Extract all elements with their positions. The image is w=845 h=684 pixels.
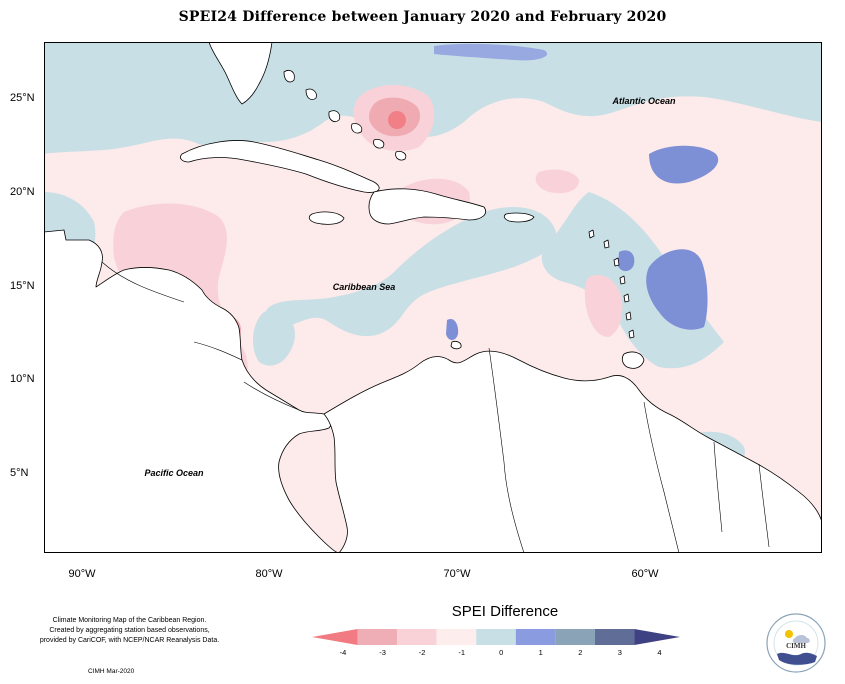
map-frame [44, 42, 822, 553]
spei-map: Atlantic Ocean Caribbean Sea Pacific Oce… [44, 42, 822, 553]
legend-label: 2 [578, 648, 583, 657]
land-florida [208, 42, 273, 105]
field-pink-east [584, 274, 623, 337]
land-puerto-rico [503, 212, 535, 223]
lat-label-10n: 10°N [10, 373, 35, 385]
legend-title: SPEI Difference [451, 603, 559, 620]
field-red-spot [388, 111, 406, 129]
land-antilles-7 [628, 329, 635, 339]
cimh-logo: CIMH [766, 613, 826, 673]
footnote-line-2: Created by aggregating station based obs… [49, 627, 210, 634]
border-sa-1 [488, 347, 525, 553]
legend-swatch [357, 629, 398, 645]
map-panel: Atlantic Ocean Caribbean Sea Pacific Oce… [44, 42, 822, 553]
land-antilles-4 [619, 275, 626, 285]
legend-swatch [515, 629, 556, 645]
legend-label: 3 [617, 648, 622, 657]
border-central-1 [101, 261, 185, 303]
field-pink-spot [535, 169, 579, 194]
land-bahamas-3 [328, 110, 341, 122]
legend-swatch-arrow-low [312, 629, 358, 645]
footnote-line-1: Climate Monitoring Map of the Caribbean … [52, 617, 207, 624]
land-masses [44, 42, 822, 553]
legend-swatch [436, 629, 477, 645]
footnote-line-3: provided by CariCOF, with NCEP/NCAR Rean… [39, 637, 220, 644]
logo-waves [777, 652, 817, 665]
border-sa-2 [643, 401, 680, 553]
credit: CIMH Mar-2020 [88, 668, 135, 675]
lon-label-60w: 60°W [631, 568, 659, 580]
footnote: Climate Monitoring Map of the Caribbean … [12, 616, 247, 646]
logo-text: CIMH [786, 642, 806, 650]
field-blue-spot-southeast [646, 249, 708, 330]
legend-label: 1 [538, 648, 543, 657]
lon-label-80w: 80°W [255, 568, 283, 580]
legend-swatch [555, 629, 595, 645]
land-south-america [323, 350, 822, 553]
land-antilles-1 [588, 229, 595, 239]
field-blue-spot-curacao [446, 318, 459, 340]
field-blue-spot-north [434, 43, 548, 61]
legend-swatch [594, 629, 635, 645]
label-caribbean-sea: Caribbean Sea [333, 282, 396, 292]
legend-swatch-arrow-high [634, 629, 680, 645]
logo-sun [785, 630, 793, 638]
legend-swatch [397, 629, 437, 645]
legend-label: -3 [379, 648, 386, 657]
legend-label: 4 [657, 648, 662, 657]
field-blue-spot-small [618, 250, 635, 272]
legend-label: -1 [458, 648, 465, 657]
lon-label-90w: 90°W [68, 568, 96, 580]
land-cuba [180, 140, 380, 193]
border-central-2 [193, 341, 243, 361]
map-title: SPEI24 Difference between January 2020 a… [178, 9, 667, 25]
legend-label: -4 [339, 648, 347, 657]
legend-label: -2 [418, 648, 426, 657]
field-blue-south-west [252, 311, 295, 366]
lat-label-5n: 5°N [10, 467, 29, 479]
lat-label-20n: 20°N [10, 186, 35, 198]
land-central-america [44, 229, 340, 553]
land-hispaniola [368, 188, 486, 225]
legend-colorbar [312, 629, 680, 645]
land-bahamas-2 [305, 88, 317, 100]
border-sa-3 [713, 441, 723, 533]
land-curacao [450, 340, 462, 350]
border-central-3 [243, 381, 300, 411]
legend-swatch [476, 629, 516, 645]
logo-cloud [792, 635, 810, 643]
lon-label-70w: 70°W [443, 568, 471, 580]
field-blue-spot-east [649, 145, 719, 184]
field-blue-central [264, 207, 557, 337]
land-bahamas-4 [351, 123, 363, 134]
land-bahamas-5 [373, 139, 385, 149]
label-atlantic-ocean: Atlantic Ocean [611, 96, 676, 106]
land-antilles-6 [625, 311, 632, 321]
lat-label-15n: 15°N [10, 280, 35, 292]
country-borders [101, 261, 770, 553]
land-bahamas-6 [395, 151, 407, 161]
land-bahamas-1 [283, 70, 295, 83]
land-antilles-5 [623, 293, 630, 303]
land-antilles-3 [613, 257, 620, 267]
legend-label: 0 [499, 648, 504, 657]
label-pacific-ocean: Pacific Ocean [144, 468, 204, 478]
lat-label-25n: 25°N [10, 92, 35, 104]
land-jamaica [308, 211, 345, 225]
border-sa-4 [758, 463, 770, 548]
land-trinidad [621, 351, 645, 369]
land-antilles-2 [603, 239, 610, 249]
